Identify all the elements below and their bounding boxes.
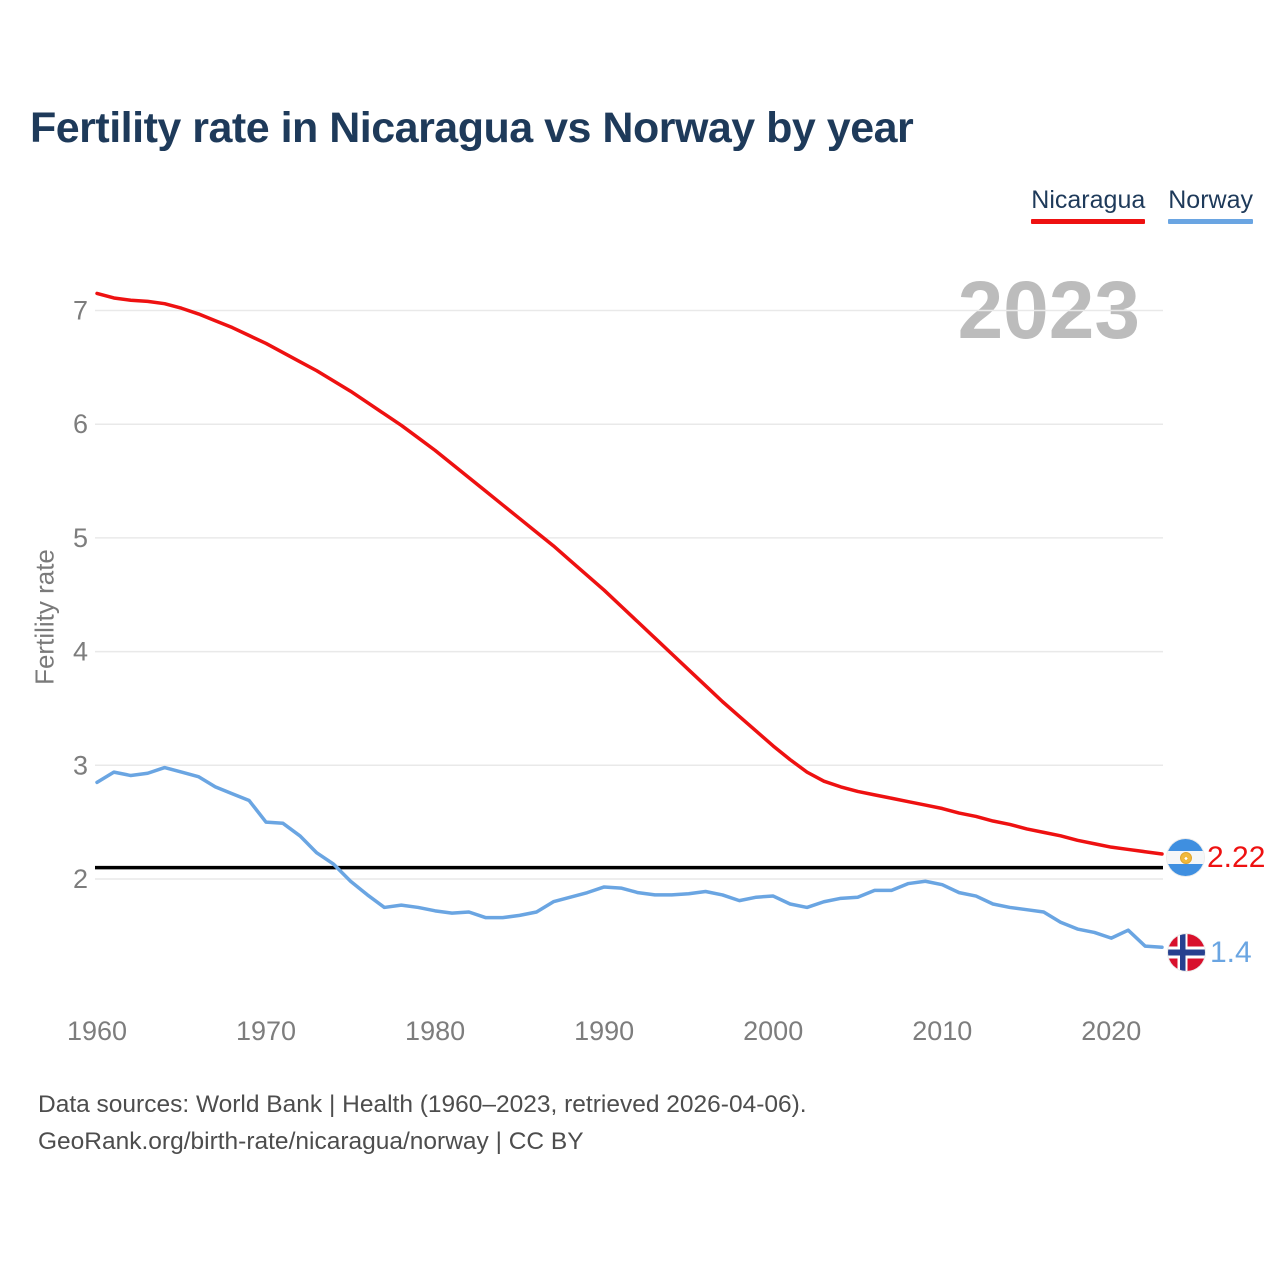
series-line-norway (95, 765, 1164, 949)
y-tick-label: 5 (73, 523, 88, 553)
x-tick-label: 2000 (743, 1016, 803, 1046)
legend-color-bar-norway (1168, 219, 1253, 224)
legend-label-norway: Norway (1168, 186, 1253, 214)
end-value-norway: 1.4 (1210, 936, 1252, 969)
x-tick-label: 1980 (405, 1016, 465, 1046)
legend-label-nicaragua: Nicaragua (1031, 186, 1146, 214)
y-tick-label: 7 (73, 296, 88, 326)
x-tick-label: 2010 (912, 1016, 972, 1046)
y-tick-label: 4 (73, 637, 88, 667)
nicaragua-flag-emblem (1179, 851, 1192, 864)
x-tick-label: 1990 (574, 1016, 634, 1046)
nicaragua-flag-icon (1167, 839, 1204, 876)
y-tick-label: 2 (73, 864, 88, 894)
y-tick-label: 6 (73, 409, 88, 439)
y-tick-label: 3 (73, 750, 88, 780)
legend-item-norway[interactable]: Norway (1168, 186, 1253, 224)
x-tick-label: 2020 (1081, 1016, 1141, 1046)
series-line-nicaragua (95, 291, 1164, 856)
legend-color-bar-nicaragua (1031, 219, 1146, 224)
legend: Nicaragua Norway (1031, 186, 1253, 224)
footer: Data sources: World Bank | Health (1960–… (38, 1086, 807, 1160)
legend-item-nicaragua[interactable]: Nicaragua (1031, 186, 1146, 224)
footer-source-line: Data sources: World Bank | Health (1960–… (38, 1091, 807, 1118)
end-value-nicaragua: 2.22 (1207, 841, 1266, 874)
footer-url-line: GeoRank.org/birth-rate/nicaragua/norway … (38, 1128, 584, 1155)
norway-flag-icon (1168, 934, 1205, 971)
x-tick-label: 1970 (236, 1016, 296, 1046)
x-tick-label: 1960 (67, 1016, 127, 1046)
page-title: Fertility rate in Nicaragua vs Norway by… (30, 104, 914, 152)
